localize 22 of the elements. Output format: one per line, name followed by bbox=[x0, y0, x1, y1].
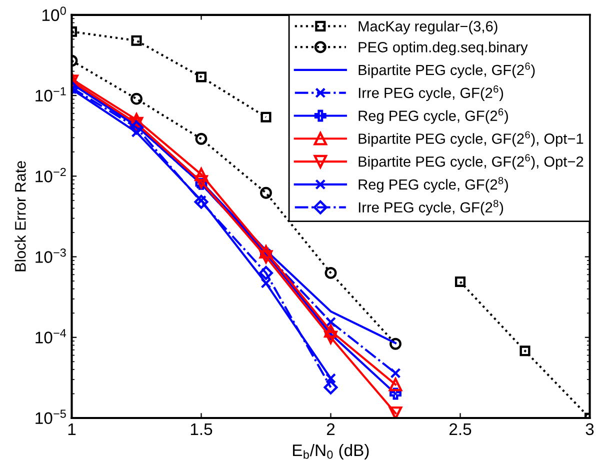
legend-label: Bipartite PEG cycle, GF(2$^{6}$) bbox=[358, 62, 535, 78]
legend-label: Irre PEG cycle, GF(2$^{8}$) bbox=[358, 200, 504, 216]
x-tick-label: 1.5 bbox=[190, 423, 212, 436]
y-tick-label: 10$^{−1}$ bbox=[36, 87, 66, 102]
legend-label: Irre PEG cycle, GF(2$^{6}$) bbox=[358, 85, 504, 101]
y-tick-label: 10$^{−3}$ bbox=[36, 248, 66, 263]
y-tick-label: 10$^{−5}$ bbox=[36, 410, 66, 424]
y-tick-label: 10$^{0}$ bbox=[42, 6, 66, 22]
x-tick-label: 2 bbox=[326, 423, 335, 435]
legend-label: Bipartite PEG cycle, GF(2$^{6}$), Opt−2 bbox=[358, 154, 584, 170]
y-tick-label: 10$^{−4}$ bbox=[36, 329, 66, 344]
legend-label: Reg PEG cycle, GF(2$^{6}$) bbox=[358, 108, 508, 124]
x-axis-title: E$_{b}$/N$_{0}$ (dB) bbox=[293, 444, 369, 460]
y-tick-label: 10$^{−2}$ bbox=[36, 168, 66, 182]
x-tick-label: 2.5 bbox=[450, 423, 472, 436]
x-tick-label: 1 bbox=[68, 423, 76, 435]
x-tick-label: 3 bbox=[586, 423, 594, 436]
legend-label: PEG optim.deg.seq.binary bbox=[358, 42, 528, 56]
legend-label: Bipartite PEG cycle, GF(2$^{6}$), Opt−1 bbox=[358, 131, 584, 147]
y-axis-title: Block Error Rate bbox=[14, 161, 26, 272]
legend-label: Reg PEG cycle, GF(2$^{8}$) bbox=[358, 176, 508, 193]
legend-label: MacKay regular−(3,6) bbox=[358, 20, 498, 34]
